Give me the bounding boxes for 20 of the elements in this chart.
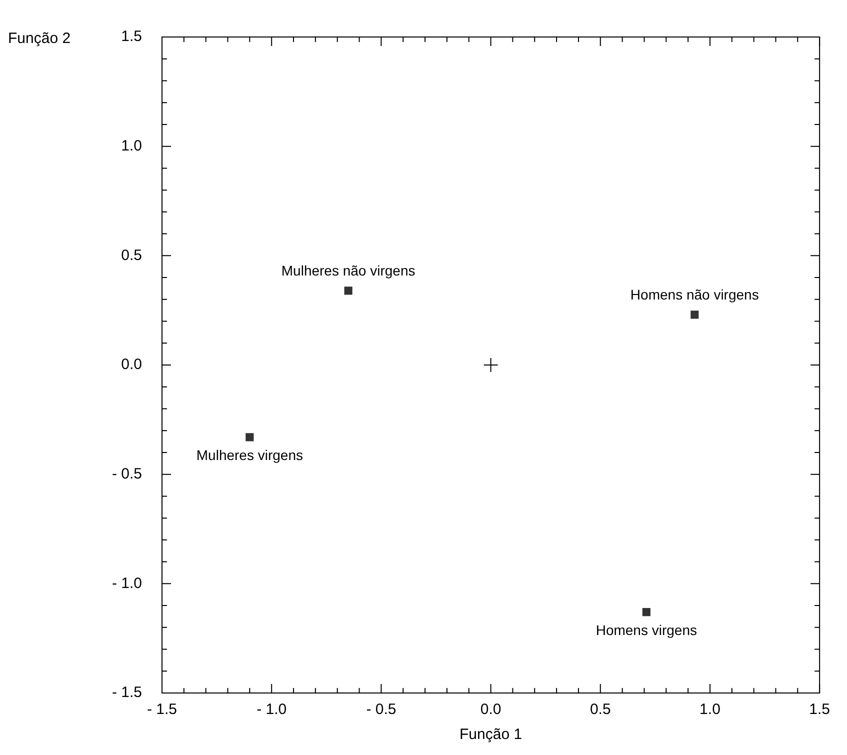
annotation: Mulheres não virgens	[281, 262, 416, 279]
x-tick-label: - 1.0	[256, 701, 287, 718]
y-axis-title: Função 2	[8, 30, 71, 48]
x-tick-label: 0.5	[590, 701, 611, 718]
y-tick-label: - 1.5	[112, 684, 142, 702]
y-tick-label: - 1.0	[112, 574, 142, 592]
annotation: Homens não virgens	[630, 286, 759, 303]
x-tick-label: 1.0	[700, 701, 720, 718]
annotation: Mulheres virgens	[196, 447, 303, 464]
annotation: Homens virgens	[596, 622, 697, 638]
y-tick-label: 1.0	[121, 137, 142, 154]
x-tick-label: 0.0	[480, 701, 502, 718]
x-axis-title: Função 1	[460, 726, 522, 744]
y-tick-label: 0.0	[121, 356, 142, 374]
y-tick-label: 1.5	[121, 28, 142, 46]
x-tick-label: - 0.5	[366, 701, 396, 718]
x-tick-label: 1.5	[809, 701, 830, 718]
x-tick-label: - 1.5	[146, 701, 178, 718]
y-tick-label: - 0.5	[112, 465, 142, 482]
y-tick-label: 0.5	[121, 246, 142, 264]
